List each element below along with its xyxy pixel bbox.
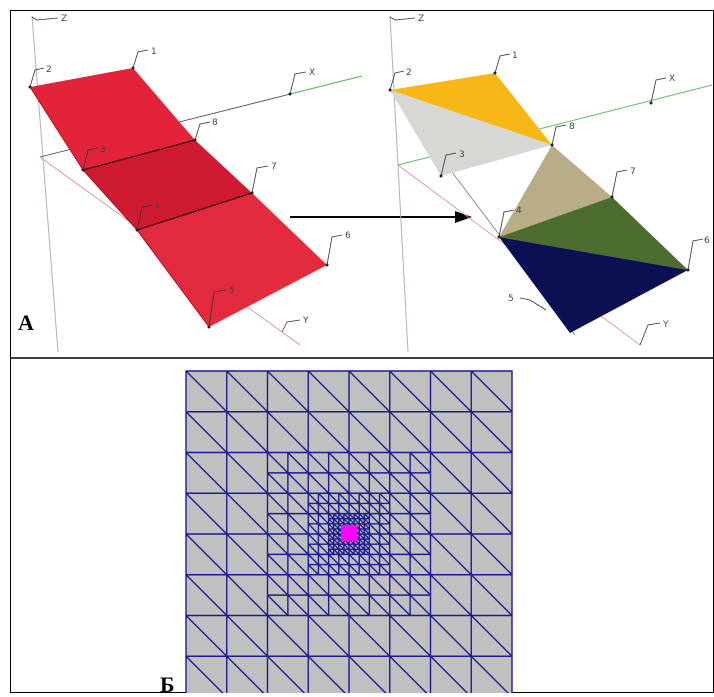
node-label-8-left: 8 [212, 118, 218, 128]
triangle-navy [499, 237, 688, 333]
node-dots-left [28, 66, 329, 329]
node-label-1-right: 1 [512, 51, 518, 61]
node-callouts-right [389, 16, 704, 346]
node-label-4-right: 4 [516, 206, 522, 216]
z-axis-left [31, 15, 59, 353]
node-label-6-right: 6 [704, 236, 710, 246]
axis-label-z-right: Z [418, 14, 424, 24]
red-panel-top [30, 68, 195, 170]
node-label-6-left: 6 [345, 231, 351, 241]
axis-label-z-left: Z [61, 14, 67, 24]
node-label-5-right: 5 [508, 294, 514, 304]
node-label-5-left: 5 [229, 286, 235, 296]
panel-label-b: Б [160, 672, 175, 697]
axis-label-x-right: X [669, 74, 675, 84]
transform-arrow [290, 211, 472, 223]
node-label-4-left: 4 [154, 202, 160, 212]
node-callouts-left [29, 16, 343, 333]
z-axis-right [389, 15, 409, 353]
red-fold-line-2 [136, 192, 253, 231]
axis-label-y-left: Y [302, 316, 309, 326]
mesh-center-cell [341, 525, 357, 541]
red-panel-middle [83, 140, 252, 230]
node-label-1-left: 1 [151, 47, 157, 57]
axis-label-x-left: X [309, 68, 315, 78]
node-label-2-right: 2 [406, 68, 412, 78]
panel-b-mesh [185, 370, 513, 693]
panel-a-right-view: 1 2 3 4 5 6 7 8 Z X Y [388, 14, 713, 353]
triangle-green [499, 197, 688, 270]
node-label-8-right: 8 [569, 122, 575, 132]
node-label-7-right: 7 [630, 167, 636, 177]
triangle-orange [390, 73, 552, 145]
triangle-lightgray [390, 90, 552, 176]
node-label-3-left: 3 [100, 145, 106, 155]
node-label-3-right: 3 [459, 150, 465, 160]
node-dots-right [388, 71, 690, 272]
triangle-tan [499, 145, 612, 237]
node-label-2-left: 2 [46, 65, 52, 75]
node-label-7-left: 7 [271, 162, 277, 172]
red-panel-edge-left [29, 86, 210, 328]
x-axis-left-green [289, 75, 363, 95]
red-fold-line-1 [82, 139, 196, 171]
panel-a-left-view: 1 2 3 4 5 6 7 8 Z X Y [28, 14, 363, 353]
axis-label-y-right: Y [662, 320, 669, 330]
panel-label-a: А [18, 310, 34, 335]
